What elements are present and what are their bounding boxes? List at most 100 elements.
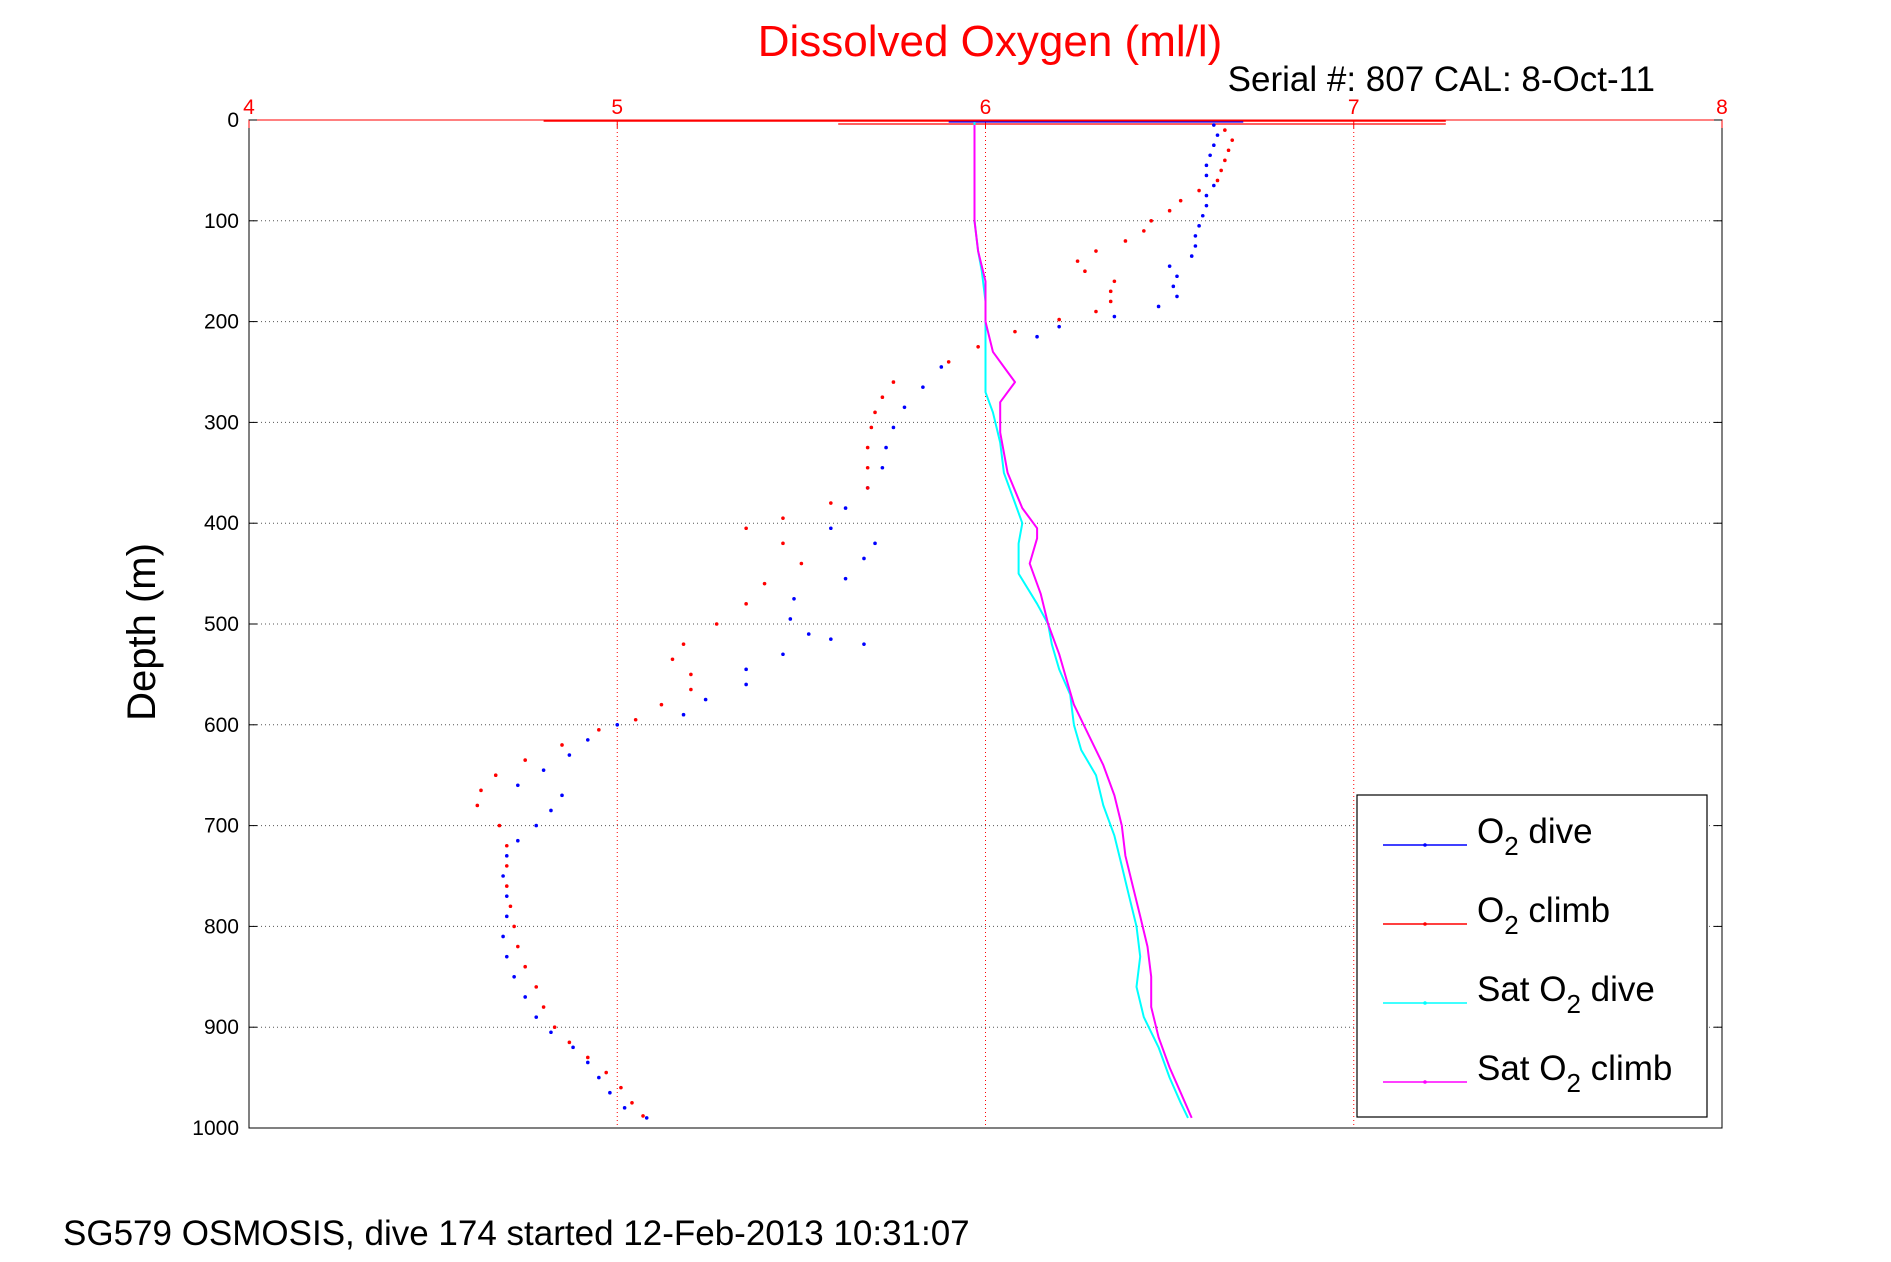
o2-dive-point: [534, 1015, 539, 1019]
o2-climb-point: [781, 516, 785, 520]
o2-dive-point: [1175, 274, 1179, 279]
x-tick-label: 7: [1348, 96, 1360, 119]
o2-climb-point: [1075, 259, 1080, 263]
o2-dive-point: [585, 738, 590, 742]
legend: O2 dive O2 climb Sat O2 dive Sat O2 climb: [1356, 794, 1708, 1118]
o2-dive-point: [1171, 284, 1176, 289]
o2-climb-point: [1112, 279, 1117, 284]
o2-climb-point: [641, 1114, 645, 1118]
legend-marker-sat-o2-climb: [1423, 1080, 1427, 1084]
o2-dive-point: [891, 425, 896, 430]
o2-climb-point: [976, 345, 980, 349]
o2-dive-point: [644, 1116, 649, 1120]
x-tick-label: 6: [980, 96, 992, 119]
o2-dive-point: [541, 768, 546, 772]
o2-dive-point: [516, 783, 520, 788]
o2-climb-point: [512, 924, 516, 929]
o2-climb-point: [744, 602, 748, 606]
o2-dive-point: [939, 365, 944, 369]
y-tick-label: 500: [204, 613, 239, 636]
o2-dive-point: [1197, 224, 1201, 228]
o2-dive-point: [1212, 183, 1216, 188]
y-axis-label: Depth (m): [120, 543, 164, 721]
legend-marker-o2-dive: [1423, 843, 1427, 847]
o2-dive-point: [744, 682, 748, 687]
o2-climb-point: [1083, 269, 1087, 274]
o2-climb-point: [1057, 317, 1061, 322]
x-tick-label: 4: [243, 96, 255, 119]
o2-dive-point: [788, 617, 793, 621]
o2-climb-point: [1094, 309, 1098, 314]
sat-o2-dive-line: [973, 122, 1189, 1119]
o2-dive-point: [1212, 123, 1216, 127]
o2-climb-point: [799, 561, 804, 566]
o2-climb-point: [681, 642, 686, 646]
o2-dive-point: [549, 808, 553, 813]
o2-dive-point: [781, 652, 785, 657]
o2-climb-point: [1013, 329, 1017, 334]
o2-climb-point: [1215, 178, 1220, 183]
series-layer: [475, 120, 1446, 1120]
o2-dive-point: [1193, 244, 1198, 248]
o2-dive-point: [1193, 234, 1198, 238]
o2-climb-point: [1108, 299, 1113, 304]
o2-climb-point: [659, 702, 664, 707]
o2-climb-point: [633, 717, 638, 722]
o2-dive-point: [1204, 203, 1209, 208]
o2-dive-point: [512, 975, 516, 979]
o2-climb-point: [508, 904, 513, 909]
y-tick-label: 200: [204, 311, 239, 334]
o2-dive-point: [504, 914, 509, 919]
o2-dive-point: [1200, 213, 1205, 218]
o2-dive-point: [504, 854, 509, 858]
o2-dive-point: [880, 465, 885, 470]
o2-dive-point: [1204, 193, 1209, 198]
o2-climb-point: [880, 395, 885, 400]
o2-climb-point: [873, 410, 877, 415]
o2-climb-point: [619, 1085, 623, 1090]
o2-dive-point: [1057, 324, 1061, 329]
o2-dive-point: [681, 712, 686, 717]
o2-dive-point: [534, 823, 539, 828]
o2-dive-point: [1189, 254, 1194, 258]
o2-climb-point: [689, 687, 693, 692]
o2-climb-point: [829, 501, 833, 505]
o2-climb-point: [504, 884, 509, 888]
y-axis-ticks: 0 100 200 300 400 500 600 700 800 900 1000: [192, 109, 1722, 1140]
o2-dive-point: [902, 405, 907, 410]
y-tick-label: 800: [204, 915, 239, 938]
x-axis-ticks: 4 5 6 7 8: [243, 96, 1728, 128]
y-tick-label: 400: [204, 512, 239, 535]
o2-climb-point: [1108, 289, 1113, 294]
o2-dive-point: [1215, 133, 1220, 137]
o2-climb-point: [744, 526, 748, 531]
o2-climb-point: [1223, 128, 1227, 132]
legend-box: [1356, 794, 1708, 1118]
o2-climb-point: [891, 380, 896, 384]
o2-climb-point: [560, 743, 564, 747]
x-tick-label: 8: [1716, 96, 1728, 119]
o2-dive-point: [1204, 163, 1209, 168]
o2-climb-point: [523, 964, 527, 969]
o2-climb-point: [689, 672, 693, 677]
o2-climb-point: [1142, 229, 1146, 233]
o2-climb-point: [630, 1101, 634, 1105]
o2-climb-point: [1167, 208, 1172, 213]
o2-dive-point: [862, 556, 866, 561]
o2-climb-point: [946, 360, 951, 364]
o2-dive-point: [1175, 294, 1179, 299]
o2-dive-point: [1204, 173, 1209, 178]
o2-climb-point: [1178, 198, 1183, 203]
o2-climb-point: [541, 1005, 546, 1009]
chart-title: Dissolved Oxygen (ml/l): [758, 17, 1223, 66]
o2-dive-point: [501, 874, 505, 878]
o2-climb-point: [475, 803, 480, 808]
o2-dive-point: [829, 637, 833, 641]
o2-dive-point: [703, 697, 708, 702]
o2-dive-point: [792, 597, 796, 601]
y-tick-label: 100: [204, 210, 239, 233]
y-tick-label: 900: [204, 1016, 239, 1039]
o2-dive-point: [549, 1030, 553, 1035]
o2-climb-point: [865, 486, 870, 490]
o2-dive-point: [608, 1090, 612, 1095]
